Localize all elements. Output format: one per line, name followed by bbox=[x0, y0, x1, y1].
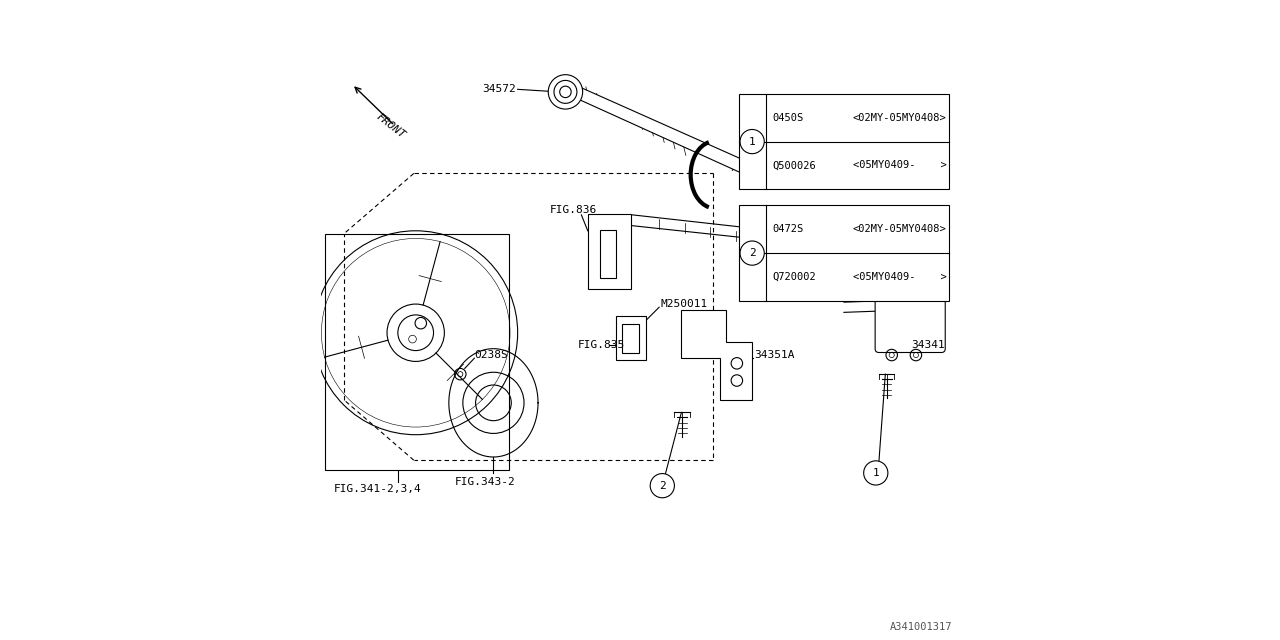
Polygon shape bbox=[576, 86, 745, 175]
Text: FRONT: FRONT bbox=[374, 111, 407, 140]
Text: 34531: 34531 bbox=[739, 157, 773, 167]
Circle shape bbox=[740, 129, 764, 154]
FancyBboxPatch shape bbox=[876, 259, 945, 353]
Text: <02MY-05MY0408>: <02MY-05MY0408> bbox=[852, 224, 946, 234]
Circle shape bbox=[740, 241, 764, 265]
Text: <02MY-05MY0408>: <02MY-05MY0408> bbox=[852, 113, 946, 123]
Text: 1: 1 bbox=[873, 468, 879, 478]
Text: Q500026: Q500026 bbox=[772, 161, 815, 170]
Text: FIG.343-2: FIG.343-2 bbox=[456, 477, 516, 488]
Text: FIG. 832: FIG. 832 bbox=[805, 205, 860, 216]
Text: A341001317: A341001317 bbox=[890, 622, 952, 632]
Bar bbox=[739, 94, 948, 189]
Text: 34572: 34572 bbox=[483, 84, 516, 94]
Circle shape bbox=[650, 474, 675, 498]
Polygon shape bbox=[787, 218, 850, 266]
Text: 0450S: 0450S bbox=[772, 113, 803, 123]
Circle shape bbox=[548, 75, 582, 109]
Text: 2: 2 bbox=[749, 248, 755, 258]
Text: FIG.836: FIG.836 bbox=[549, 205, 596, 216]
Text: 0472S: 0472S bbox=[772, 224, 803, 234]
Text: Q720002: Q720002 bbox=[772, 272, 815, 282]
Text: 2: 2 bbox=[659, 481, 666, 491]
Text: 34351A: 34351A bbox=[755, 350, 795, 360]
Bar bbox=[588, 214, 631, 289]
Bar bbox=[616, 316, 646, 360]
Circle shape bbox=[864, 461, 888, 485]
Text: FIG.341-2,3,4: FIG.341-2,3,4 bbox=[334, 484, 422, 494]
Polygon shape bbox=[681, 310, 751, 399]
Text: FIG.835: FIG.835 bbox=[577, 340, 625, 351]
Text: <05MY0409-    >: <05MY0409- > bbox=[852, 272, 946, 282]
Bar bbox=[325, 234, 509, 470]
Bar bbox=[622, 324, 640, 353]
Text: 34341: 34341 bbox=[911, 340, 945, 351]
Text: 0238S: 0238S bbox=[475, 350, 508, 360]
Text: <05MY0409-    >: <05MY0409- > bbox=[852, 161, 946, 170]
Text: 1: 1 bbox=[749, 136, 755, 147]
Bar bbox=[600, 230, 616, 278]
Bar bbox=[739, 205, 948, 301]
Text: M250011: M250011 bbox=[660, 299, 708, 309]
